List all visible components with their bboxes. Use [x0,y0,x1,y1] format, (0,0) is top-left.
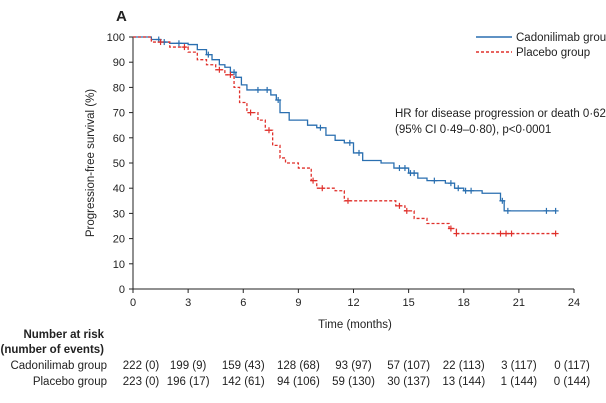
y-tick-label: 90 [113,57,125,69]
censor-mark-placebo [247,109,254,116]
censor-mark-placebo [447,225,454,232]
censor-mark-placebo [497,230,504,237]
y-tick-label: 40 [113,183,125,195]
y-tick-label: 50 [113,158,125,170]
censor-mark-cadonilimab [411,170,418,177]
censor-mark-placebo [310,177,317,184]
axes [132,37,574,290]
x-tick-label: 21 [513,297,525,309]
x-ticks: 0 3 6 9 12 15 18 21 24 [130,289,580,309]
x-tick-label: 9 [295,297,301,309]
censor-mark-placebo [265,127,272,134]
y-tick-label: 0 [119,284,125,296]
censor-mark-placebo [157,39,164,46]
risk-value: 223 (0) [123,376,160,388]
x-axis-label: Time (months) [318,319,392,331]
x-tick-label: 12 [347,297,359,309]
risk-value: 94 (106) [277,376,320,388]
y-tick-label: 70 [113,108,125,120]
risk-value: 1 (144) [501,376,538,388]
risk-value: 57 (107) [387,360,430,372]
censor-mark-cadonilimab [552,207,559,214]
risk-values: 222 (0) 199 (9) 159 (43) 128 (68) 93 (97) 57 … [123,360,591,388]
x-tick-label: 15 [403,297,415,309]
risk-row-label-placebo: Placebo group [33,376,107,388]
censor-mark-cadonilimab [264,86,271,93]
risk-value: 30 (137) [387,376,430,388]
panel-label: A [116,8,127,25]
x-tick-label: 6 [240,297,246,309]
risk-value: 196 (17) [167,376,210,388]
censor-mark-cadonilimab [543,207,550,214]
y-tick-label: 20 [113,234,125,246]
hr-annotation-line2: (95% CI 0·49–0·80), p<0·0001 [395,124,551,136]
y-tick-label: 10 [113,259,125,271]
risk-header-line1: Number at risk [23,329,104,341]
x-tick-label: 18 [458,297,470,309]
censor-mark-placebo [552,230,559,237]
censor-mark-cadonilimab [396,165,403,172]
censor-mark-cadonilimab [447,180,454,187]
risk-value: 59 (130) [332,376,375,388]
legend-label-cadonilimab: Cadonilimab group [516,32,606,44]
y-tick-label: 30 [113,208,125,220]
censor-mark-placebo [503,230,510,237]
censor-mark-cadonilimab [317,124,324,131]
y-tick-label: 80 [113,82,125,94]
risk-value: 0 (144) [554,376,591,388]
y-tick-label: 100 [107,32,125,44]
x-tick-label: 0 [130,297,136,309]
censor-mark-cadonilimab [462,187,469,194]
legend: Cadonilimab group Placebo group [476,32,606,59]
censor-mark-placebo [227,71,234,78]
risk-value: 199 (9) [170,360,207,372]
x-tick-label: 24 [568,297,580,309]
y-axis-label: Progression-free survival (%) [85,89,97,237]
x-tick-label: 3 [185,297,191,309]
risk-value: 128 (68) [277,360,320,372]
risk-value: 0 (117) [554,360,590,372]
censor-mark-cadonilimab [254,86,261,93]
censor-mark-cadonilimab [455,185,462,192]
censor-mark-cadonilimab [431,177,438,184]
censor-mark-cadonilimab [499,197,506,204]
y-tick-label: 60 [113,133,125,145]
risk-value: 3 (117) [501,360,537,372]
censor-mark-placebo [396,202,403,209]
censor-mark-placebo [181,44,188,51]
censor-marks [155,36,559,237]
risk-header-line2: (number of events) [0,344,104,356]
risk-value: 93 (97) [335,360,372,372]
censor-mark-placebo [319,185,326,192]
risk-value: 159 (43) [222,360,265,372]
risk-table: Number at risk (number of events) Cadoni… [0,329,590,388]
y-ticks: 0 10 20 30 40 50 60 70 80 90 100 [107,32,133,296]
risk-value: 22 (113) [443,360,485,372]
risk-value: 142 (61) [222,376,265,388]
risk-row-label-cadonilimab: Cadonilimab group [10,360,107,372]
censor-mark-placebo [453,230,460,237]
censor-mark-placebo [403,207,410,214]
censor-mark-cadonilimab [205,51,212,58]
km-curve-cadonilimab [133,36,556,212]
risk-value: 222 (0) [123,360,160,372]
legend-label-placebo: Placebo group [516,47,590,59]
hr-annotation-line1: HR for disease progression or death 0·62 [395,108,606,120]
censor-mark-cadonilimab [504,207,511,214]
risk-value: 13 (144) [442,376,485,388]
censor-mark-cadonilimab [275,97,282,103]
censor-mark-placebo [508,230,515,237]
censor-mark-cadonilimab [175,40,182,47]
censor-mark-placebo [216,66,223,73]
censor-mark-cadonilimab [401,165,408,172]
censor-mark-cadonilimab [231,69,238,76]
censor-mark-cadonilimab [468,187,475,194]
censor-mark-placebo [344,197,351,204]
censor-mark-cadonilimab [356,149,363,156]
censor-mark-cadonilimab [346,139,353,146]
